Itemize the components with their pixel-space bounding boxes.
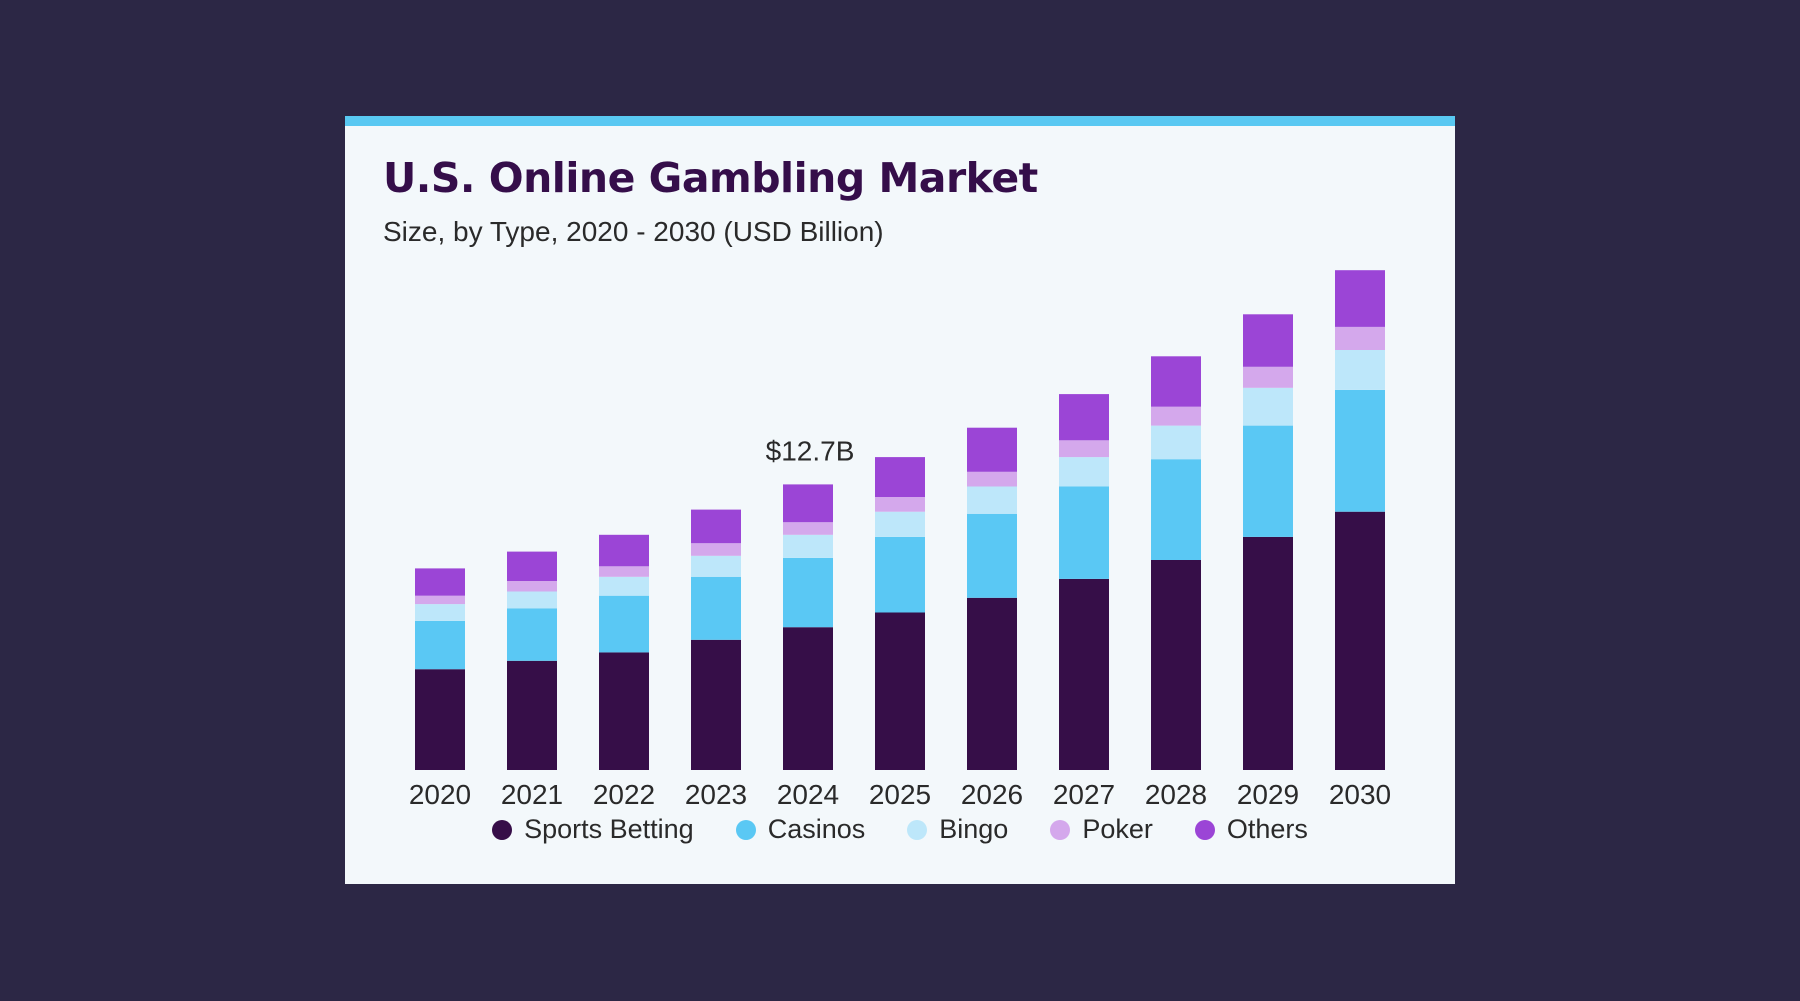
bar-segment-poker-2024 [783, 522, 833, 535]
bar-segment-casinos-2026 [967, 513, 1017, 598]
bar-segment-casinos-2030 [1335, 389, 1385, 512]
bar-segment-sports-betting-2023 [691, 639, 741, 770]
bar-segment-casinos-2022 [599, 595, 649, 653]
bar-segment-poker-2027 [1059, 440, 1109, 458]
x-tick-label-2029: 2029 [1237, 779, 1299, 806]
bar-segment-poker-2026 [967, 471, 1017, 487]
chart-subtitle: Size, by Type, 2020 - 2030 (USD Billion) [383, 216, 884, 247]
x-tick-label-2022: 2022 [593, 779, 655, 806]
bar-segment-sports-betting-2021 [507, 660, 557, 770]
bar-segment-others-2024 [783, 484, 833, 523]
bar-segment-others-2030 [1335, 270, 1385, 327]
bar-segment-poker-2025 [875, 497, 925, 512]
bar-segment-bingo-2026 [967, 486, 1017, 514]
x-tick-label-2030: 2030 [1329, 779, 1391, 806]
legend-marker [1194, 819, 1215, 840]
x-tick-label-2028: 2028 [1145, 779, 1207, 806]
bar-segment-poker-2028 [1151, 406, 1201, 426]
bar-segment-others-2026 [967, 427, 1017, 472]
x-tick-label-2024: 2024 [777, 779, 839, 806]
bar-segment-sports-betting-2020 [415, 669, 465, 770]
legend-item-poker: Poker [1050, 814, 1153, 845]
bar-segment-others-2023 [691, 509, 741, 544]
bar-segment-casinos-2023 [691, 576, 741, 640]
bar-segment-casinos-2029 [1243, 425, 1293, 537]
bar-segment-others-2021 [507, 551, 557, 581]
bar-segment-casinos-2020 [415, 620, 465, 670]
chart-title: U.S. Online Gambling Market [383, 154, 1038, 202]
bar-segment-bingo-2024 [783, 534, 833, 558]
bar-segment-casinos-2021 [507, 608, 557, 661]
bar-segment-bingo-2021 [507, 591, 557, 609]
legend-marker [492, 819, 513, 840]
bar-segment-others-2028 [1151, 356, 1201, 407]
bar-segment-poker-2029 [1243, 366, 1293, 388]
bar-segment-bingo-2027 [1059, 457, 1109, 487]
bar-segment-bingo-2030 [1335, 350, 1385, 390]
bar-segment-bingo-2020 [415, 604, 465, 621]
x-tick-label-2021: 2021 [501, 779, 563, 806]
legend-label: Others [1226, 814, 1308, 844]
x-tick-label-2020: 2020 [409, 779, 471, 806]
bar-segment-others-2020 [415, 568, 465, 596]
bar-segment-poker-2030 [1335, 326, 1385, 350]
legend-item-bingo: Bingo [907, 814, 1008, 845]
bar-segment-casinos-2028 [1151, 459, 1201, 560]
x-tick-label-2027: 2027 [1053, 779, 1115, 806]
annotation-label: $12.7B [766, 435, 855, 466]
bar-segment-others-2025 [875, 457, 925, 497]
legend-marker [735, 819, 756, 840]
legend-label: Poker [1082, 814, 1153, 844]
bar-segment-bingo-2029 [1243, 387, 1293, 426]
bar-segment-others-2029 [1243, 314, 1293, 367]
bar-segment-poker-2022 [599, 566, 649, 577]
legend-marker [1050, 819, 1071, 840]
bar-segment-sports-betting-2027 [1059, 578, 1109, 770]
chart-card: U.S. Online Gambling Market Size, by Typ… [345, 116, 1455, 884]
bar-segment-poker-2021 [507, 581, 557, 592]
bar-segment-sports-betting-2030 [1335, 511, 1385, 770]
bar-segment-sports-betting-2025 [875, 612, 925, 770]
bar-segment-poker-2020 [415, 595, 465, 605]
bar-segment-others-2022 [599, 534, 649, 567]
legend-label: Bingo [939, 814, 1009, 844]
bar-segment-sports-betting-2026 [967, 597, 1017, 770]
bar-segment-bingo-2025 [875, 511, 925, 537]
legend-marker [907, 819, 928, 840]
legend-label: Casinos [767, 814, 866, 844]
bar-segment-casinos-2025 [875, 536, 925, 613]
bar-segment-sports-betting-2029 [1243, 536, 1293, 770]
chart-legend: Sports Betting Casinos Bingo Poker Others [345, 814, 1455, 845]
bar-segment-bingo-2023 [691, 555, 741, 577]
bar-segment-bingo-2022 [599, 576, 649, 596]
bar-segment-sports-betting-2022 [599, 652, 649, 770]
legend-item-sports-betting: Sports Betting [492, 814, 694, 845]
x-tick-label-2026: 2026 [961, 779, 1023, 806]
bar-segment-bingo-2028 [1151, 425, 1201, 460]
bar-segment-sports-betting-2028 [1151, 560, 1201, 770]
bar-segment-casinos-2024 [783, 557, 833, 628]
stacked-bar-chart: 2020 2021 2022 2023 $12.7B 2024 2025 2026 2027 20… [409, 270, 1391, 806]
bar-segment-poker-2023 [691, 543, 741, 556]
bar-segment-sports-betting-2024 [783, 627, 833, 770]
legend-item-casinos: Casinos [735, 814, 866, 845]
legend-label: Sports Betting [524, 814, 694, 844]
x-tick-label-2025: 2025 [869, 779, 931, 806]
bar-segment-casinos-2027 [1059, 486, 1109, 579]
x-tick-label-2023: 2023 [685, 779, 747, 806]
legend-item-others: Others [1194, 814, 1308, 845]
bar-segment-others-2027 [1059, 394, 1109, 441]
